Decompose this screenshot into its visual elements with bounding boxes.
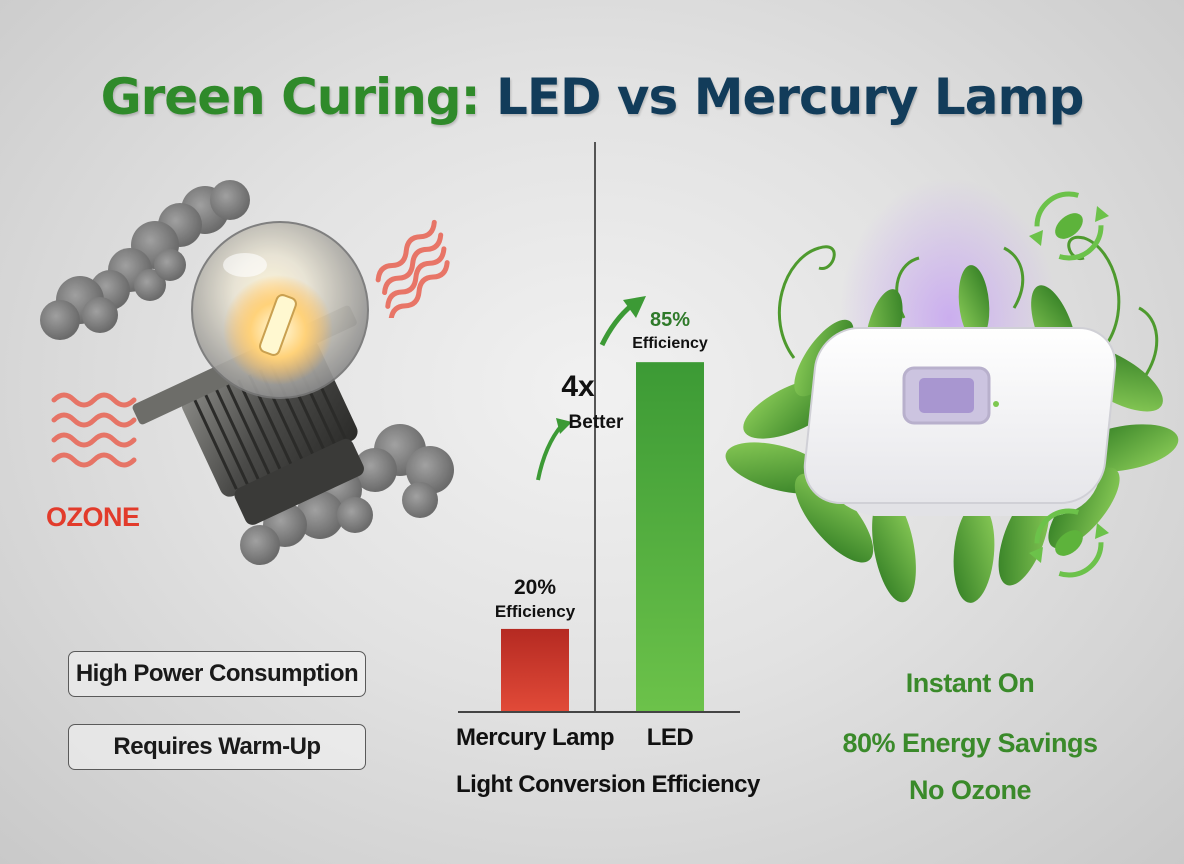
ozone-label: OZONE [46, 502, 140, 532]
category-label: LED [646, 724, 694, 751]
smoke-cloud [40, 180, 454, 565]
benefit-no-ozone: No Ozone [909, 775, 1032, 805]
led-device-illustration [725, 178, 1179, 603]
heat-waves-top [375, 219, 450, 318]
data-label-value: 20% [513, 575, 557, 599]
recycle-leaf-icon-top [1029, 191, 1109, 261]
recycle-leaf-icon-bottom [1029, 508, 1109, 578]
benefit-energy-savings: 80% Energy Savings [842, 728, 1098, 758]
heat-waves-left [51, 392, 137, 468]
led-device-box [803, 327, 1117, 516]
chart-title: Light Conversion Efficiency [456, 771, 760, 798]
data-label-text: Efficiency [494, 601, 576, 621]
bar-mercury-lamp [501, 628, 569, 711]
title-blue-part: LED vs Mercury Lamp [496, 68, 1084, 126]
annotation-text: Better [568, 412, 624, 433]
page-title: Green Curing: LED vs Mercury Lamp [0, 68, 1184, 126]
benefit-instant-on: Instant On [905, 668, 1035, 698]
mercury-lamp-illustration [40, 180, 454, 565]
drawback-high-power: High Power Consumption [68, 651, 366, 697]
category-label: Mercury Lamp [455, 724, 615, 751]
chart-baseline [458, 711, 740, 713]
bar-led [636, 362, 704, 711]
bulb-filament [259, 294, 297, 356]
title-green-part: Green Curing: [100, 68, 481, 126]
chart-center-divider [594, 142, 596, 712]
data-label-text: Efficiency [632, 335, 708, 353]
drawback-warm-up: Requires Warm-Up [68, 724, 366, 770]
data-label-value: 85% [649, 309, 691, 332]
annotation-multiplier: 4x [561, 370, 595, 403]
